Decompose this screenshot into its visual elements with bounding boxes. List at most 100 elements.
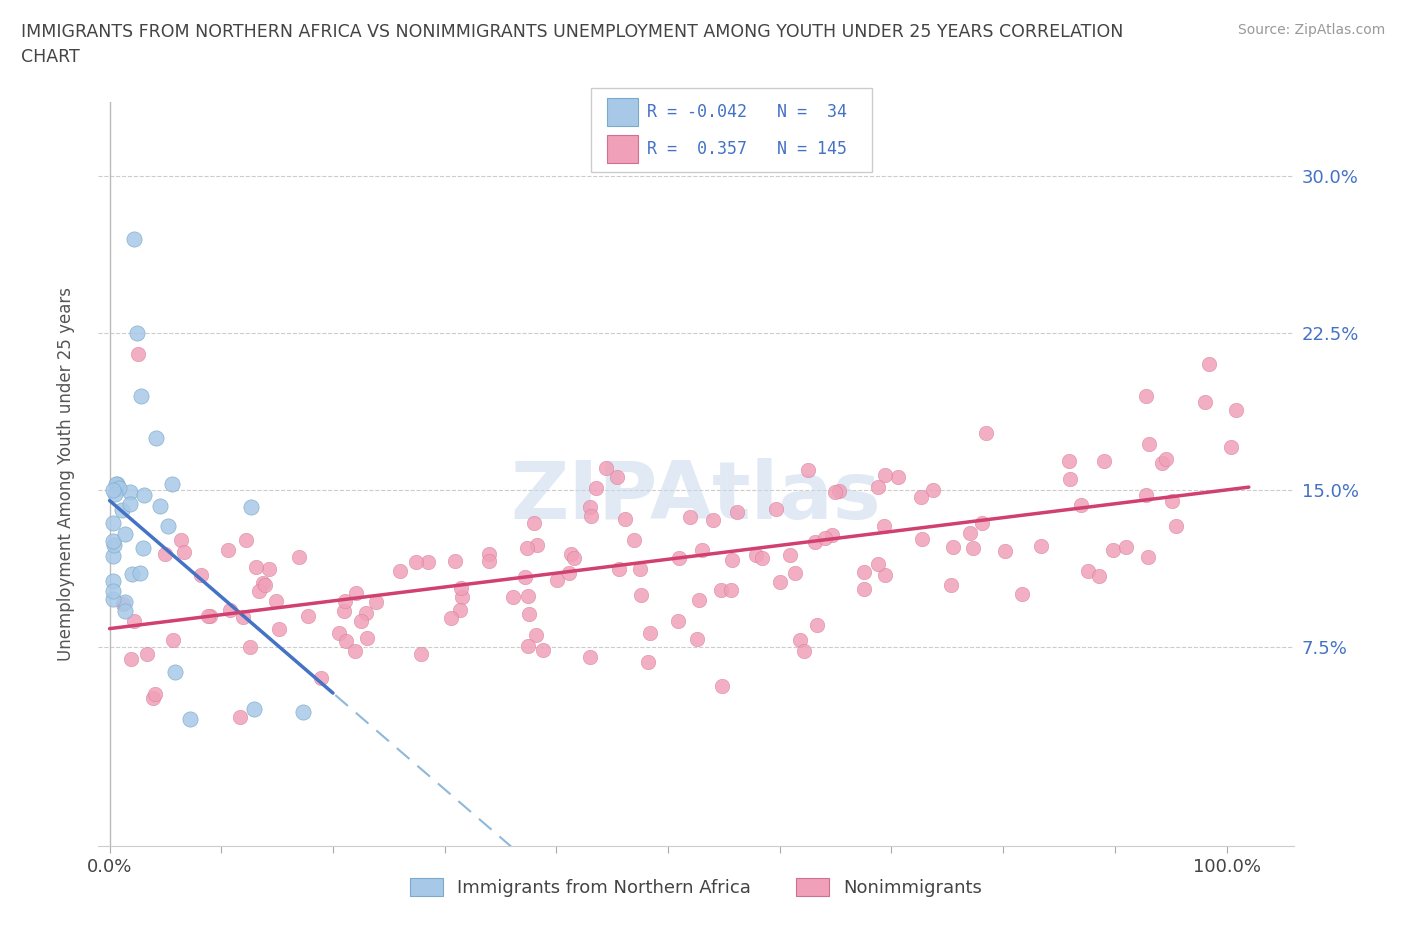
- Point: [853, 581, 876, 596]
- Point: [868, 480, 890, 495]
- Point: [560, 547, 582, 562]
- Point: [872, 519, 894, 534]
- Point: [939, 578, 962, 592]
- Point: [502, 590, 524, 604]
- Point: [513, 570, 536, 585]
- Text: IMMIGRANTS FROM NORTHERN AFRICA VS NONIMMIGRANTS UNEMPLOYMENT AMONG YOUTH UNDER : IMMIGRANTS FROM NORTHERN AFRICA VS NONIM…: [21, 23, 1123, 41]
- Point: [517, 606, 540, 621]
- Point: [173, 545, 195, 560]
- Point: [128, 565, 150, 580]
- Point: [101, 583, 124, 598]
- Point: [163, 665, 186, 680]
- Point: [162, 632, 184, 647]
- Point: [107, 477, 129, 492]
- Point: [994, 543, 1017, 558]
- Point: [333, 593, 356, 608]
- Point: [1160, 493, 1182, 508]
- Point: [354, 605, 377, 620]
- Point: [607, 562, 630, 577]
- Point: [638, 626, 661, 641]
- Point: [142, 691, 165, 706]
- Point: [721, 553, 744, 568]
- Point: [451, 590, 474, 604]
- Point: [247, 584, 270, 599]
- Point: [783, 565, 806, 580]
- Point: [628, 562, 651, 577]
- Point: [111, 597, 134, 612]
- Point: [297, 608, 319, 623]
- Point: [450, 581, 472, 596]
- Point: [1057, 454, 1080, 469]
- Point: [911, 532, 934, 547]
- Point: [242, 701, 264, 716]
- Point: [129, 388, 152, 403]
- Point: [114, 604, 136, 618]
- Point: [970, 516, 993, 531]
- Point: [595, 461, 617, 476]
- Point: [887, 469, 910, 484]
- Point: [769, 575, 792, 590]
- Point: [136, 646, 159, 661]
- Point: [1137, 550, 1160, 565]
- Point: [1225, 403, 1247, 418]
- Point: [253, 578, 276, 592]
- Point: [267, 622, 290, 637]
- Point: [197, 608, 219, 623]
- Point: [942, 539, 965, 554]
- Point: [121, 566, 143, 581]
- Point: [478, 547, 501, 562]
- Point: [523, 515, 546, 530]
- Point: [108, 480, 131, 495]
- Point: [344, 585, 367, 600]
- Point: [132, 541, 155, 556]
- Point: [690, 542, 713, 557]
- Point: [443, 553, 465, 568]
- Point: [875, 468, 897, 483]
- Point: [1101, 543, 1123, 558]
- Point: [824, 485, 846, 499]
- Point: [1029, 538, 1052, 553]
- Point: [122, 231, 145, 246]
- Point: [344, 644, 367, 658]
- Text: R =  0.357   N = 145: R = 0.357 N = 145: [647, 140, 846, 157]
- Point: [531, 643, 554, 658]
- Point: [170, 533, 193, 548]
- Point: [922, 483, 945, 498]
- Point: [806, 618, 828, 632]
- Point: [702, 512, 724, 527]
- Point: [1011, 587, 1033, 602]
- Point: [974, 426, 997, 441]
- Point: [120, 485, 142, 499]
- Point: [1059, 472, 1081, 486]
- Point: [104, 476, 127, 491]
- Point: [962, 541, 984, 556]
- Point: [793, 644, 815, 658]
- Point: [388, 563, 411, 578]
- Point: [219, 603, 242, 618]
- Point: [1135, 487, 1157, 502]
- Point: [350, 614, 373, 629]
- Point: [292, 704, 315, 719]
- Point: [515, 540, 537, 555]
- Point: [153, 547, 176, 562]
- Point: [637, 655, 659, 670]
- Point: [232, 610, 254, 625]
- Point: [449, 603, 471, 618]
- Point: [1070, 498, 1092, 512]
- Point: [725, 505, 748, 520]
- Text: ZIPAtlas: ZIPAtlas: [510, 458, 882, 536]
- Point: [160, 476, 183, 491]
- Point: [217, 542, 239, 557]
- Point: [668, 551, 690, 565]
- Point: [959, 525, 981, 540]
- Point: [239, 639, 262, 654]
- Point: [364, 594, 387, 609]
- Point: [179, 711, 201, 726]
- Point: [328, 626, 350, 641]
- Point: [779, 548, 801, 563]
- Point: [720, 582, 742, 597]
- Point: [111, 503, 134, 518]
- Point: [1092, 454, 1115, 469]
- Point: [240, 499, 263, 514]
- Point: [853, 565, 876, 579]
